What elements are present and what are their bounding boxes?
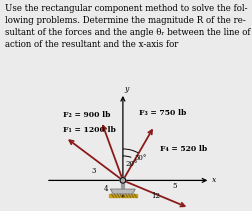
Text: 12: 12 xyxy=(151,192,160,200)
Text: 30°: 30° xyxy=(134,154,147,162)
Text: F₃ = 750 lb: F₃ = 750 lb xyxy=(139,109,186,117)
Text: F₂ = 900 lb: F₂ = 900 lb xyxy=(64,111,111,119)
Text: x: x xyxy=(212,176,216,184)
Polygon shape xyxy=(111,189,135,194)
Text: 4: 4 xyxy=(104,185,108,193)
Text: 20°: 20° xyxy=(125,160,138,168)
Text: F₄ = 520 lb: F₄ = 520 lb xyxy=(160,145,207,153)
Text: 5: 5 xyxy=(173,182,177,190)
Text: 3: 3 xyxy=(91,167,96,175)
Text: Use the rectangular component method to solve the fol-
lowing problems. Determin: Use the rectangular component method to … xyxy=(5,4,250,49)
Circle shape xyxy=(120,178,126,183)
Text: F₁ = 1200 lb: F₁ = 1200 lb xyxy=(64,126,116,134)
Text: y: y xyxy=(124,85,129,93)
